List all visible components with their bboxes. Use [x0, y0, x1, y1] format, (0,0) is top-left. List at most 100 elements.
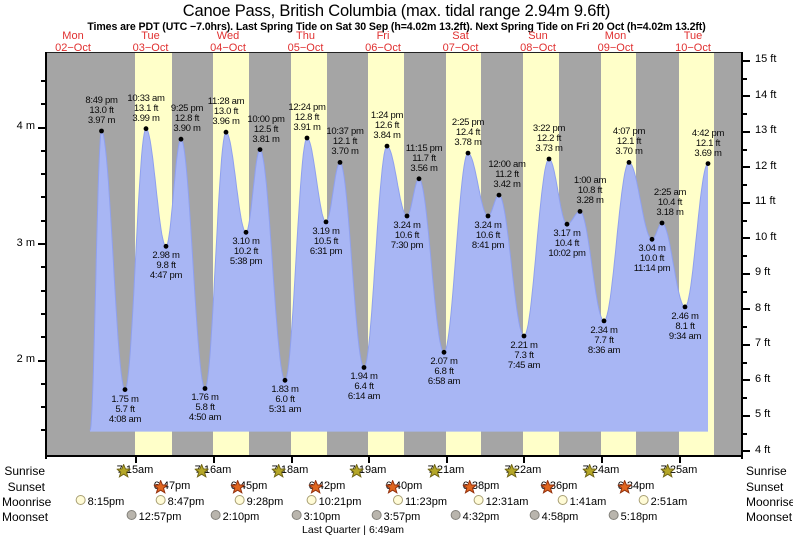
- astro-row-label-moonrise-right: Moonrise: [746, 495, 793, 509]
- tide-high-label: 1:00 am 10.8 ft 3.28 m: [573, 175, 607, 207]
- axis-tick: [743, 397, 747, 399]
- axis-tick: [743, 273, 750, 275]
- moonrise-time-entry: 1:41am: [557, 495, 606, 508]
- axis-tick: [743, 308, 750, 310]
- day-label: Mon 09−Oct: [597, 30, 634, 54]
- meter-axis-label: 4 m: [16, 120, 35, 132]
- sunrise-time-entry: 7:15am: [116, 464, 153, 478]
- tide-event-dot: [99, 128, 104, 134]
- tide-low-label: 1.76 m 5.8 ft 4:50 am: [188, 392, 222, 424]
- tide-event-dot: [682, 304, 688, 310]
- tide-event-dot: [485, 213, 491, 219]
- tide-event-dot: [202, 386, 208, 391]
- sunrise-time-entry: 7:22am: [504, 464, 541, 478]
- moonrise-time-text: 9:28pm: [246, 495, 284, 508]
- astro-row-label-sunset-right: Sunset: [746, 480, 784, 494]
- axis-tick: [38, 360, 45, 362]
- tide-high-label: 9:25 pm 12.8 ft 3.90 m: [170, 103, 204, 135]
- meter-axis-label: 2 m: [16, 353, 35, 365]
- moonset-time-text: 3:10pm: [303, 510, 341, 523]
- moonset-time-entry: 3:57pm: [371, 510, 420, 523]
- tide-event-dot: [243, 229, 249, 235]
- sunset-time-entry: 6:47pm: [153, 480, 190, 494]
- axis-tick: [41, 429, 45, 431]
- tide-event-dot: [546, 156, 552, 162]
- axis-tick: [743, 113, 747, 115]
- sunrise-time-entry: 7:16am: [194, 464, 231, 478]
- axis-tick: [743, 450, 750, 452]
- sunset-time-entry: 6:38pm: [462, 480, 499, 494]
- moonrise-time-text: 12:31am: [485, 495, 529, 508]
- axis-tick: [38, 243, 45, 245]
- tide-low-label: 1.75 m 5.7 ft 4:08 am: [108, 393, 142, 425]
- feet-axis-label: 7 ft: [755, 337, 771, 350]
- sunset-time-entry: 6:36pm: [540, 480, 577, 494]
- feet-axis-label: 5 ft: [755, 408, 771, 421]
- sun-moon-table: Sunrise Sunrise 7:15am 7:16am 7:18am 7:19am 7:…: [0, 455, 793, 539]
- tide-high-label: 12:24 pm 12.8 ft 3.91 m: [288, 101, 326, 133]
- tide-low-label: 3.17 m 10.4 ft 10:02 pm: [548, 228, 586, 260]
- tide-event-dot: [337, 160, 343, 165]
- day-label: Tue 10−Oct: [675, 30, 711, 54]
- axis-tick: [743, 131, 750, 133]
- right-axis-spine: [741, 52, 743, 459]
- tide-high-label: 11:15 pm 11.7 ft 3.56 m: [405, 142, 443, 174]
- tide-curve-line: [89, 128, 709, 431]
- tide-low-label: 1.94 m 6.4 ft 6:14 am: [347, 371, 381, 403]
- tide-event-dot: [361, 365, 367, 370]
- day-label: Fri 06−Oct: [365, 30, 401, 54]
- moonrise-circle-icon: [473, 495, 486, 508]
- tide-low-label: 3.24 m 10.6 ft 7:30 pm: [390, 220, 424, 252]
- moonset-time-entry: 4:58pm: [529, 510, 578, 523]
- tide-curve-svg: [89, 126, 711, 432]
- chart-subtitle: Times are PDT (UTC −7.0hrs). Last Spring…: [87, 21, 706, 33]
- moonset-time-text: 12:57pm: [138, 510, 182, 523]
- day-label: Wed 04−Oct: [210, 30, 246, 54]
- moon-phase-note: Last Quarter | 6:49am: [302, 524, 404, 536]
- tide-event-dot: [163, 243, 169, 249]
- moonrise-time-entry: 8:47pm: [155, 495, 204, 508]
- moonset-time-entry: 3:10pm: [291, 510, 341, 523]
- moonrise-circle-icon: [306, 495, 319, 508]
- moonset-circle-icon: [529, 510, 542, 523]
- sunrise-time-entry: 7:25am: [660, 464, 697, 478]
- tide-event-dot: [465, 150, 471, 156]
- tide-event-dot: [384, 143, 390, 149]
- tide-event-dot: [564, 221, 570, 227]
- tide-high-label: 11:28 am 13.0 ft 3.96 m: [207, 96, 245, 128]
- tide-high-label: 12:00 am 11.2 ft 3.42 m: [488, 159, 526, 191]
- moonset-time-entry: 4:32pm: [450, 510, 499, 523]
- tide-event-dot: [178, 136, 184, 142]
- feet-axis-label: 11 ft: [755, 195, 776, 208]
- tide-event-dot: [323, 219, 329, 225]
- moonset-time-text: 5:18pm: [620, 510, 658, 523]
- sunset-time-entry: 6:34pm: [617, 480, 654, 494]
- moonrise-time-text: 11:23pm: [405, 495, 447, 508]
- moonset-time-text: 2:10pm: [222, 510, 260, 523]
- tide-high-label: 8:49 pm 13.0 ft 3.97 m: [85, 94, 118, 126]
- axis-tick: [41, 196, 45, 198]
- axis-tick: [743, 95, 750, 97]
- day-label: Sat 07−Oct: [442, 30, 479, 54]
- moonrise-time-entry: 9:28pm: [234, 495, 284, 508]
- meter-axis-label: 3 m: [16, 236, 35, 249]
- moonrise-time-text: 10:21pm: [318, 495, 362, 508]
- moonrise-time-entry: 2:51am: [638, 495, 687, 508]
- tide-event-dot: [441, 349, 447, 355]
- tide-event-dot: [404, 213, 410, 219]
- axis-tick: [41, 336, 45, 338]
- axis-tick: [743, 202, 750, 204]
- axis-tick: [38, 127, 45, 129]
- moonset-circle-icon: [291, 510, 304, 523]
- tide-low-label: 2.07 m 6.8 ft 6:58 am: [427, 356, 461, 388]
- tide-high-label: 2:25 am 10.4 ft 3.18 m: [653, 187, 687, 219]
- sunset-time-entry: 6:45pm: [230, 480, 267, 494]
- axis-tick: [41, 150, 45, 152]
- moonrise-circle-icon: [638, 495, 651, 508]
- tide-high-label: 4:07 pm 12.1 ft 3.70 m: [612, 126, 646, 158]
- axis-tick: [41, 406, 45, 408]
- tide-event-dot: [304, 135, 310, 141]
- axis-tick: [743, 379, 750, 381]
- tide-event-dot: [223, 129, 229, 135]
